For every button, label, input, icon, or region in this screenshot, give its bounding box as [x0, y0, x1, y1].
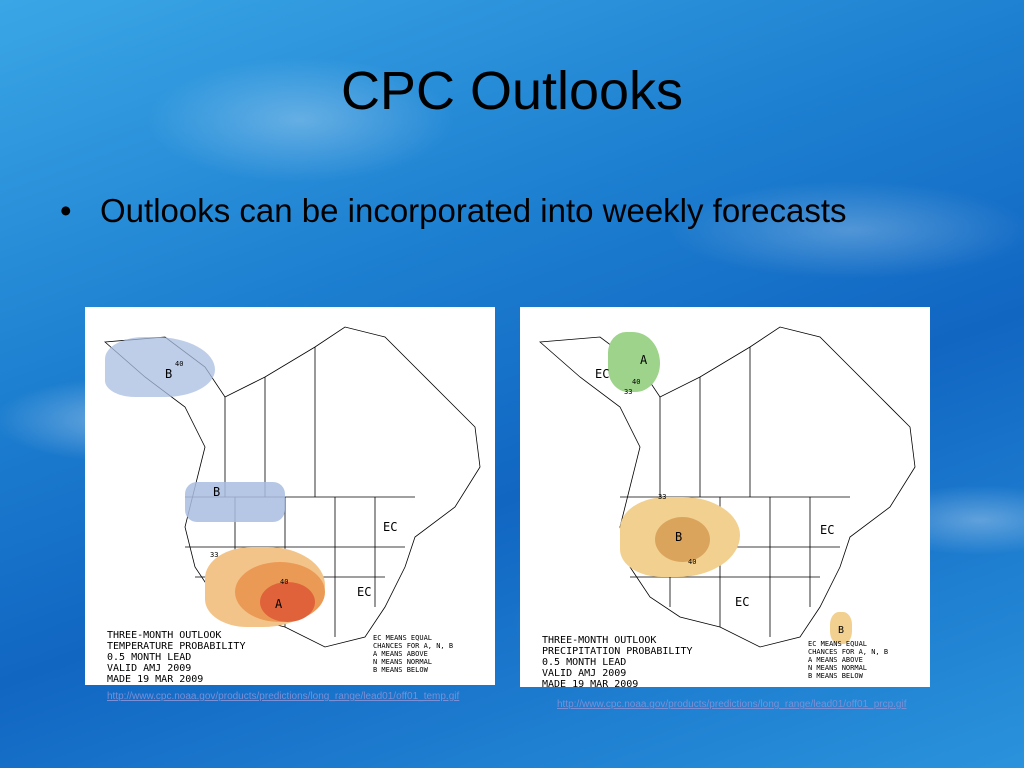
map-label-40-alaska: 40 [175, 360, 184, 368]
northwest-below-region [185, 482, 285, 522]
west-below-mid-region [655, 517, 710, 562]
map-label-ec-east: EC [820, 523, 835, 537]
bullet-dot-icon: • [60, 192, 72, 229]
map-label-ec-south: EC [735, 595, 750, 609]
map-label-40-southwest: 40 [280, 578, 289, 586]
slide-title: CPC Outlooks [340, 61, 684, 121]
alaska-below-region [105, 337, 215, 397]
map-label-40-west: 40 [688, 558, 697, 566]
precipitation-outlook-map: A 40 33 EC 33 B 40 B EC EC THREE-MONTH O… [520, 307, 930, 687]
precipitation-map-legend: EC MEANS EQUAL CHANCES FOR A, N, B A MEA… [808, 640, 889, 680]
alaska-above-region [608, 332, 660, 392]
bullet-text: Outlooks can be incorporated into weekly… [100, 192, 847, 229]
bullet-item: • Outlooks can be incorporated into week… [60, 190, 880, 233]
temperature-outlook-map: B 40 B 33 40 A EC EC THREE-MONTH OUTLOOK… [85, 307, 495, 685]
map-label-ec-south: EC [357, 585, 372, 599]
map-label-33-west: 33 [658, 493, 667, 501]
southwest-above-dark-region [260, 582, 315, 622]
map-label-40-alaska: 40 [632, 378, 641, 386]
map-label-b-alaska: B [165, 367, 173, 381]
map-label-b-northwest: B [213, 485, 221, 499]
precipitation-map-caption: THREE-MONTH OUTLOOK PRECIPITATION PROBAB… [542, 635, 693, 687]
temperature-map-legend: EC MEANS EQUAL CHANCES FOR A, N, B A MEA… [373, 634, 454, 674]
precipitation-map-graphic [539, 326, 916, 648]
temperature-source-link[interactable]: http://www.cpc.noaa.gov/products/predict… [107, 691, 460, 702]
map-label-b-west: B [675, 530, 683, 544]
map-label-33-temp: 33 [210, 551, 219, 559]
map-label-a-southwest: A [275, 597, 283, 611]
temperature-map-caption: THREE-MONTH OUTLOOK TEMPERATURE PROBABIL… [107, 630, 246, 685]
map-label-a-alaska: A [640, 353, 648, 367]
florida-below-region [830, 612, 852, 644]
map-label-ec-east: EC [383, 520, 398, 534]
map-label-ec-alaska: EC [595, 367, 610, 381]
map-label-33-alaska: 33 [624, 388, 633, 396]
precipitation-source-link[interactable]: http://www.cpc.noaa.gov/products/predict… [557, 699, 907, 710]
map-label-b-florida: B [838, 625, 845, 636]
